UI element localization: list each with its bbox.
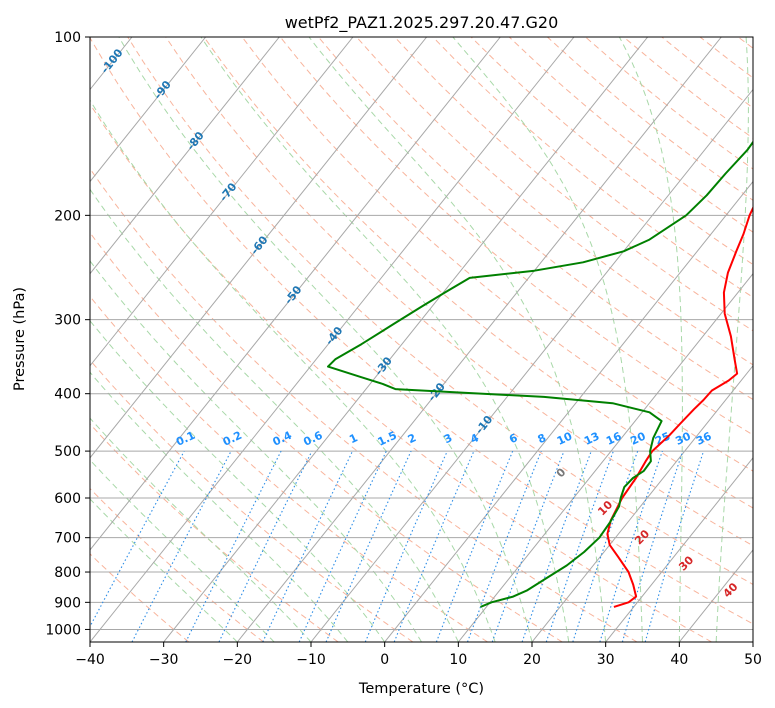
x-tick-label: 0 [380, 652, 389, 668]
moist-adiabat-line [618, 37, 683, 642]
isotherm-line [90, 37, 428, 459]
moist-adiabat-line [90, 371, 349, 642]
moist-adiabat-line [118, 37, 533, 642]
moist-adiabat-line [308, 37, 607, 642]
y-tick-label: 600 [54, 491, 81, 507]
isotherm-line [90, 37, 207, 183]
temperature-profile [606, 205, 753, 608]
y-tick-label: 400 [54, 387, 81, 403]
chart-title: wetPf2_PAZ1.2025.297.20.47.G20 [285, 13, 559, 33]
y-tick-label: 100 [54, 30, 81, 46]
x-tick-label: 10 [449, 652, 467, 668]
moist-adiabat-line [90, 99, 496, 642]
dry-adiabat-line [90, 103, 712, 642]
y-tick-label: 500 [54, 444, 81, 460]
y-axis: 100 200 300 400 500 600 700 800 900 1000 [45, 30, 90, 638]
moist-adiabat-line [200, 37, 570, 642]
mixing-ratio-label: 25 [653, 430, 672, 448]
mixing-ratio-label: 36 [694, 429, 714, 447]
x-tick-label: 20 [523, 652, 541, 668]
mixing-ratio-line [435, 450, 514, 642]
mixing-ratio-line [599, 450, 663, 642]
isotherm-line [384, 180, 753, 642]
x-tick-label: −10 [296, 652, 326, 668]
dry-adiabat-line [90, 167, 638, 642]
y-tick-label: 1000 [45, 622, 81, 638]
moist-adiabat-line [90, 498, 238, 642]
plot-frame [89, 36, 754, 643]
mixing-ratio-line [644, 450, 705, 642]
background-lines [90, 37, 753, 642]
moist-adiabat-line [452, 37, 643, 642]
isotherm-line [605, 457, 753, 642]
isotherm-line [90, 37, 280, 275]
mixing-ratio-line [90, 450, 185, 628]
dry-adiabat-line [356, 37, 753, 366]
y-tick-label: 200 [54, 208, 81, 224]
dry-adiabat-line [127, 37, 753, 586]
moist-adiabat-line [90, 260, 422, 642]
dry-adiabat-line [90, 423, 339, 642]
y-axis-title: Pressure (hPa) [12, 287, 28, 391]
dry-adiabat-line [394, 37, 753, 332]
isotherm-line [457, 272, 753, 642]
dry-adiabat-line [318, 37, 753, 401]
x-tick-label: 30 [597, 652, 615, 668]
profile-lines [327, 140, 753, 608]
moist-adiabat-line [90, 459, 275, 642]
isotherm-line [90, 37, 501, 551]
moist-adiabat-line [90, 188, 459, 642]
mixing-ratio-line [393, 450, 475, 642]
dry-adiabat-line [90, 553, 190, 642]
isotherm-line [531, 364, 753, 642]
mixing-ratio-line [491, 450, 565, 642]
dry-adiabat-line [203, 37, 753, 509]
y-tick-label: 800 [54, 565, 81, 581]
mixing-ratio-line [466, 450, 542, 642]
x-axis: −40 −30 −20 −10 0 10 20 30 40 50 [75, 642, 762, 668]
x-tick-label: −40 [75, 652, 105, 668]
dry-adiabat-line [90, 295, 488, 642]
mixing-ratio-label: 30 [673, 429, 693, 447]
mixing-ratio-line [364, 450, 448, 642]
isotherm-line [236, 37, 722, 642]
x-tick-label: −30 [149, 652, 179, 668]
y-tick-label: 700 [54, 531, 81, 547]
x-axis-title: Temperature (°C) [358, 681, 484, 697]
mixing-ratio-line [572, 450, 639, 642]
moist-adiabat-line [90, 320, 386, 642]
mixing-ratio-line [185, 450, 282, 642]
mixing-ratio-line [325, 450, 412, 642]
mixing-ratio-line [545, 450, 614, 642]
x-tick-label: −20 [223, 652, 253, 668]
isotherm-line [310, 88, 753, 642]
x-tick-label: 40 [670, 652, 688, 668]
dry-adiabat-line [90, 37, 753, 625]
mixing-ratio-label: 16 [604, 429, 624, 447]
mixing-ratio-label: 20 [628, 429, 648, 447]
isotherm-line [90, 37, 575, 642]
y-tick-label: 300 [54, 313, 81, 329]
x-tick-label: 50 [744, 652, 762, 668]
mixing-ratio-line [621, 450, 684, 642]
moist-adiabat-line [715, 37, 749, 642]
mixing-ratio-label: 10 [555, 429, 575, 447]
dewpoint-profile [327, 140, 753, 608]
mixing-ratio-label: 13 [582, 430, 601, 448]
dry-adiabat-line [165, 37, 753, 547]
isotherm-line [163, 37, 649, 642]
dry-adiabat-line [90, 231, 563, 642]
y-tick-label: 900 [54, 595, 81, 611]
isotherm-line [90, 37, 354, 367]
mixing-ratio-line [521, 450, 592, 642]
